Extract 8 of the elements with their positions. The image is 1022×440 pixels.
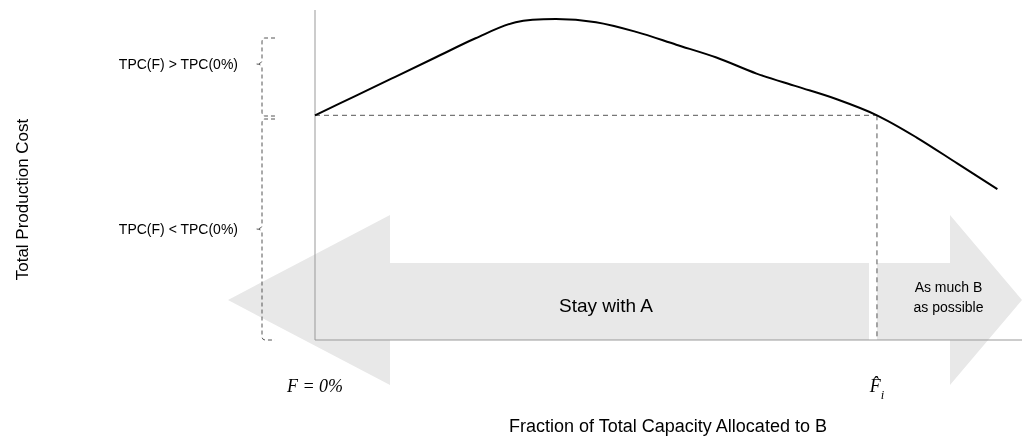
text: TPC(F) > TPC(0%) [118, 56, 238, 72]
x-tick-label: F̂$_{i}$ [868, 376, 885, 402]
annotation: As much B as possible [913, 279, 984, 315]
text: TPC(F) < TPC(0%) [118, 221, 238, 237]
x-tick-label: F = 0% [285, 376, 344, 396]
annotation: Stay with A [558, 295, 654, 316]
x-axis-title: Fraction of Total Capacity Allocated to B [509, 416, 827, 436]
text: Total Production Cost [13, 118, 32, 281]
